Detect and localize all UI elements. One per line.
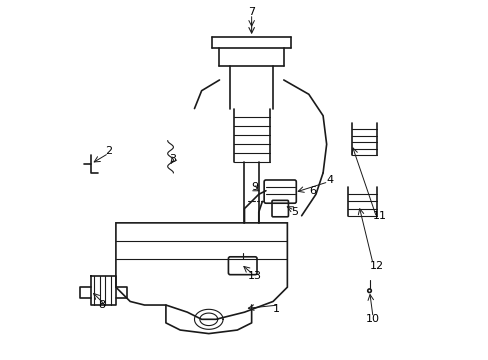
Text: 8: 8 — [98, 300, 105, 310]
Text: 7: 7 — [247, 7, 255, 17]
Text: 6: 6 — [308, 186, 315, 196]
Text: 5: 5 — [290, 207, 297, 217]
Text: 3: 3 — [169, 154, 176, 163]
Text: 10: 10 — [366, 314, 379, 324]
Text: 4: 4 — [326, 175, 333, 185]
Text: 9: 9 — [251, 182, 258, 192]
Text: 13: 13 — [248, 271, 262, 282]
Text: 11: 11 — [372, 211, 386, 221]
Text: 2: 2 — [105, 147, 112, 157]
Text: 12: 12 — [369, 261, 383, 271]
Text: 1: 1 — [273, 303, 280, 314]
